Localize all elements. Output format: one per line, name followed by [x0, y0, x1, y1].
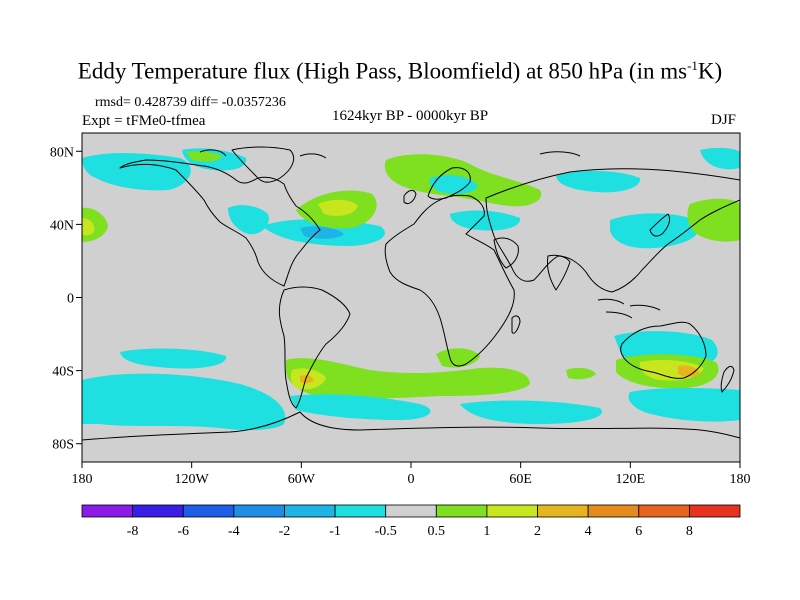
anomaly-cyan-southern-ocean-west	[290, 394, 431, 420]
coast-indonesia	[597, 298, 661, 319]
colorbar-label: -4	[228, 524, 240, 539]
coast-south-america	[278, 286, 351, 409]
coast-arctic-islands	[199, 149, 581, 159]
colorbar: -8 -6 -4 -2 -1 -0.5 0.5 1 2 4 6 8	[81, 504, 741, 539]
anomaly-cyan-south-pacific	[82, 373, 286, 431]
anomaly-cyan-pacific-north	[82, 153, 191, 191]
colorbar-label: 6	[635, 524, 642, 539]
chart-title: Eddy Temperature flux (High Pass, Bloomf…	[77, 58, 723, 84]
anomaly-cyan-southern-ocean-mid	[460, 400, 602, 424]
longitude-axis: 180 120W 60W 0 60E 120E 180	[72, 462, 751, 487]
lat-tick-label: 80S	[52, 438, 74, 453]
period-label: 1624kyr BP - 0000kyr BP	[331, 108, 489, 124]
colorbar-box	[435, 504, 488, 518]
experiment-label: Expt = tFMe0-tfmea	[82, 113, 206, 129]
colorbar-label: 0.5	[428, 524, 446, 539]
coast-australia	[620, 321, 707, 379]
colorbar-label: 2	[534, 524, 541, 539]
colorbar-box	[334, 504, 387, 518]
anomaly-cyan-north-america	[228, 205, 269, 235]
anomaly-fields	[82, 147, 740, 431]
anomaly-green-southern-ocean	[286, 358, 530, 399]
colorbar-box	[587, 504, 640, 518]
colorbar-box	[688, 504, 741, 518]
anomaly-cyan-south-pacific-upper	[120, 348, 227, 369]
coast-greenland	[231, 146, 295, 183]
lat-tick-label: 80N	[50, 145, 74, 160]
anomaly-green-south-africa	[436, 348, 480, 368]
lat-tick-label: 40N	[50, 218, 74, 233]
anomaly-cyan-north-pacific-east	[610, 213, 701, 249]
anomaly-yellow-pacific-west-edge	[82, 218, 95, 236]
colorbar-box	[284, 504, 336, 518]
colorbar-box	[81, 504, 134, 518]
lon-tick-label: 180	[730, 472, 751, 487]
anomaly-cyan-siberia	[556, 170, 641, 193]
lat-tick-label: 0	[67, 292, 74, 307]
coastlines	[82, 146, 740, 441]
stats-line: rmsd= 0.428739 diff= -0.0357236	[95, 95, 286, 110]
coast-arabia	[493, 237, 519, 269]
colorbar-label: -6	[177, 524, 189, 539]
colorbar-label: 4	[585, 524, 592, 539]
colorbar-box	[638, 504, 690, 518]
colorbar-label: -0.5	[375, 524, 397, 539]
colorbar-box	[385, 504, 437, 518]
lon-tick-label: 60W	[288, 472, 316, 487]
colorbar-box	[233, 504, 285, 518]
coast-scandinavia	[427, 167, 471, 200]
coast-north-america	[119, 159, 321, 287]
lat-tick-label: 40S	[52, 365, 74, 380]
colorbar-box	[537, 504, 589, 518]
coast-madagascar	[511, 315, 521, 334]
coast-japan	[649, 213, 671, 237]
map-plot-area: 80N 40N 0 40S 80S 180 120W 60W 0 60E 120E 180	[50, 132, 751, 487]
lon-tick-label: 60E	[509, 472, 532, 487]
colorbar-label: 1	[483, 524, 490, 539]
anomaly-orange-australia	[678, 365, 700, 377]
latitude-axis: 80N 40N 0 40S 80S	[50, 145, 82, 453]
anomaly-cyan-arctic-east	[700, 147, 740, 170]
anomaly-green-greenland	[186, 151, 222, 162]
anomaly-orange-south-atlantic	[300, 375, 314, 384]
lon-tick-label: 120E	[616, 472, 646, 487]
colorbar-label: 8	[686, 524, 693, 539]
coast-new-zealand	[720, 365, 735, 393]
lon-tick-label: 180	[72, 472, 93, 487]
anomaly-green-south-pacific-east	[566, 367, 596, 380]
lon-tick-label: 120W	[175, 472, 210, 487]
season-label: DJF	[711, 112, 737, 128]
anomaly-cyan-southern-ocean-east	[628, 388, 740, 422]
anomaly-cyan-middle-east	[450, 210, 521, 231]
coast-uk	[403, 189, 417, 205]
coast-antarctica	[82, 411, 740, 441]
coast-india	[547, 254, 571, 291]
anomaly-yellow-north-atlantic	[318, 199, 358, 216]
coast-asia	[485, 168, 740, 293]
anomaly-cyan-europe	[429, 175, 478, 194]
anomaly-green-north-pacific-east	[687, 198, 740, 242]
anomaly-blue-north-atlantic	[300, 226, 344, 239]
colorbar-box	[182, 504, 235, 518]
colorbar-label: -1	[329, 524, 341, 539]
colorbar-box	[486, 504, 538, 518]
colorbar-label: -2	[279, 524, 291, 539]
colorbar-label: -8	[127, 524, 139, 539]
lon-tick-label: 0	[408, 472, 415, 487]
colorbar-box	[132, 504, 184, 518]
